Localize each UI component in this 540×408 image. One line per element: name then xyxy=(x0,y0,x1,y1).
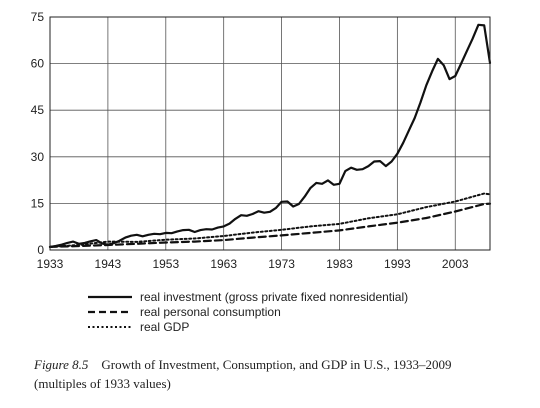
x-tick-label: 1973 xyxy=(268,257,295,271)
consumption-line xyxy=(48,202,492,248)
figure-title: Growth of Investment, Consumption, and G… xyxy=(101,357,452,372)
x-tick-label: 1993 xyxy=(384,257,411,271)
legend-investment-label: real investment (gross private fixed non… xyxy=(140,290,408,304)
tick-labels: 0 15 30 45 60 75 1933 1943 1953 1963 1973 1983 1993 2… xyxy=(31,10,469,271)
y-tick-label: 15 xyxy=(31,196,45,210)
x-tick-label: 1933 xyxy=(37,257,64,271)
series-layer xyxy=(48,23,492,248)
y-tick-label: 0 xyxy=(37,243,44,257)
x-tick-label: 2003 xyxy=(442,257,469,271)
line-chart: 0 15 30 45 60 75 1933 1943 1953 1963 1973 1983 1993 2… xyxy=(31,10,492,334)
figure-caption: Figure 8.5 Growth of Investment, Consump… xyxy=(34,355,534,393)
x-tick-label: 1963 xyxy=(210,257,237,271)
y-tick-label: 45 xyxy=(31,103,45,117)
x-tick-label: 1983 xyxy=(326,257,353,271)
x-tick-label: 1953 xyxy=(152,257,179,271)
legend: real investment (gross private fixed non… xyxy=(88,290,408,334)
caption-line-1: Figure 8.5 Growth of Investment, Consump… xyxy=(34,355,534,374)
gdp-line xyxy=(49,192,491,248)
grid-lines xyxy=(49,16,490,251)
plot-frame xyxy=(49,16,491,251)
y-tick-label: 60 xyxy=(31,57,45,71)
figure-subtitle: (multiples of 1933 values) xyxy=(34,376,171,391)
legend-consumption-label: real personal consumption xyxy=(140,305,281,319)
figure-label: Figure 8.5 xyxy=(34,357,89,372)
legend-gdp-label: real GDP xyxy=(140,320,189,334)
x-tick-label: 1943 xyxy=(95,257,122,271)
investment-line xyxy=(48,23,492,248)
y-tick-label: 75 xyxy=(31,10,45,24)
y-tick-label: 30 xyxy=(31,150,45,164)
